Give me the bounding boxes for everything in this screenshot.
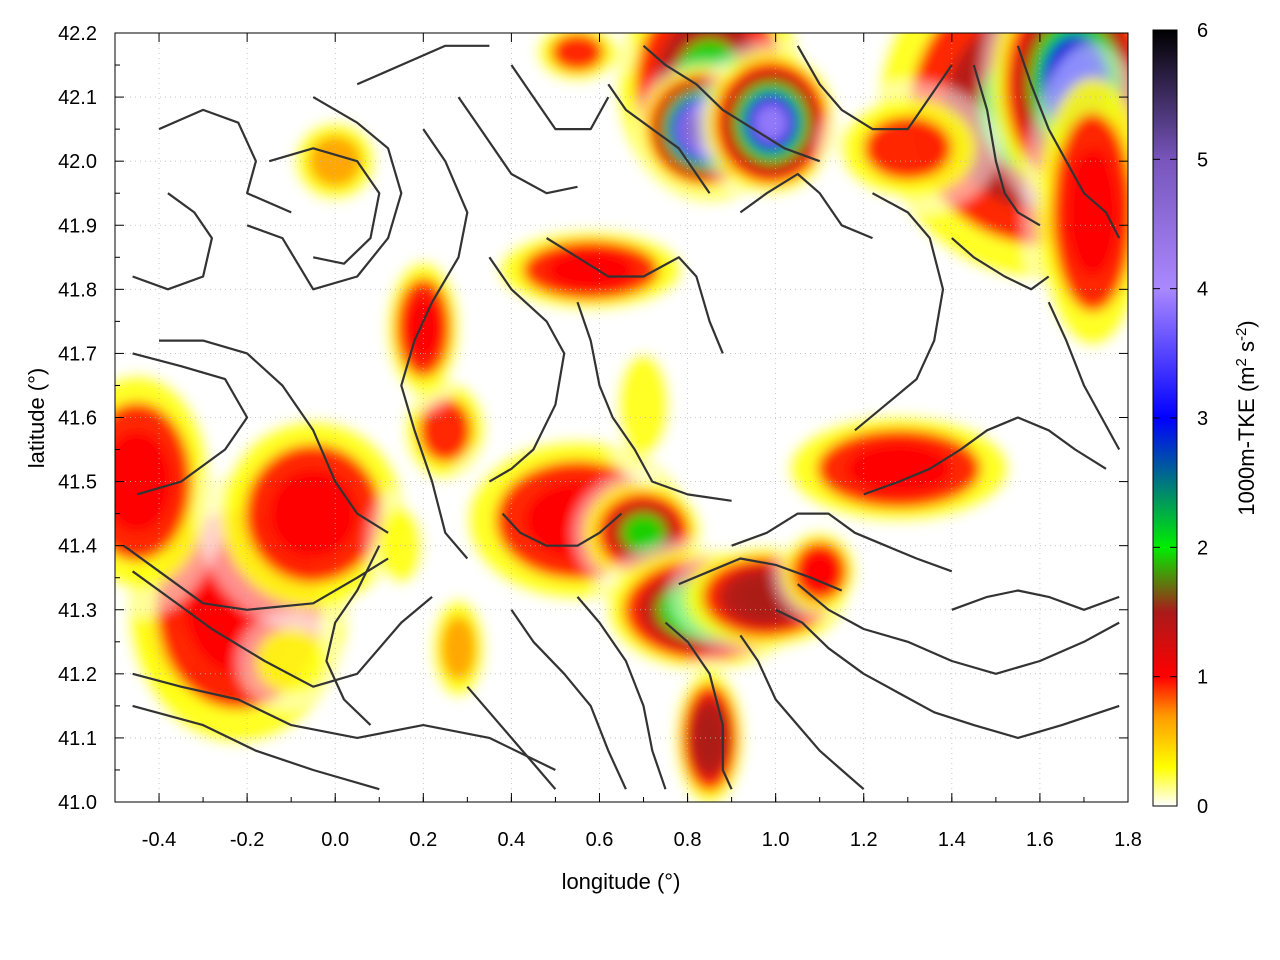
- y-tick-label-2: 41.2: [58, 664, 97, 686]
- colorbar-title: 1000m-TKE (m2 s-2): [1233, 320, 1260, 515]
- tke-blob-3-level-3: [115, 430, 173, 533]
- tke-blob-13-level-4: [696, 712, 723, 764]
- contour-line-8: [268, 147, 381, 265]
- tke-blob-8-level-4: [621, 513, 666, 553]
- x-tick-label-10: 1.6: [1026, 829, 1054, 851]
- contour-line-31: [775, 608, 1120, 739]
- contour-line-10: [356, 44, 490, 86]
- tke-blob-5-level-2: [418, 398, 472, 463]
- contour-line-16: [576, 301, 732, 502]
- contour-line-21: [854, 192, 945, 432]
- x-tick-label-11: 1.8: [1114, 829, 1142, 851]
- colorbar-tick-label-1: 1: [1197, 667, 1208, 689]
- y-tick-label-5: 41.5: [58, 472, 97, 494]
- y-tick-label-9: 41.9: [58, 215, 97, 237]
- tke-blob-17-level-6: [753, 103, 789, 142]
- x-tick-label-8: 1.2: [850, 829, 878, 851]
- contour-line-20: [796, 45, 953, 131]
- x-tick-label-9: 1.4: [938, 829, 966, 851]
- y-tick-label-4: 41.4: [58, 536, 97, 558]
- contour-line-2: [131, 570, 433, 688]
- contour-line-5: [159, 339, 389, 534]
- y-tick-label-0: 41.0: [58, 792, 97, 814]
- colorbar-tick-label-4: 4: [1197, 279, 1208, 301]
- orography-contours: [123, 44, 1121, 791]
- tke-blob-24-level-1: [617, 353, 670, 456]
- contour-line-14: [488, 256, 566, 483]
- tke-blob-23-level-2: [863, 116, 952, 181]
- contour-line-23: [1016, 45, 1121, 239]
- contour-line-3: [123, 544, 389, 611]
- contour-line-19: [739, 172, 873, 240]
- tke-blob-14-level-3: [846, 443, 952, 495]
- contour-line-18: [642, 44, 821, 163]
- colorbar-tick-label-0: 0: [1197, 796, 1208, 818]
- contour-line-33: [951, 589, 1120, 611]
- contour-line-11: [400, 128, 469, 560]
- colorbar-tick-label-3: 3: [1197, 408, 1208, 430]
- contour-line-22: [972, 64, 1041, 227]
- contour-line-35: [576, 596, 667, 790]
- colorbar-tick-label-6: 6: [1197, 20, 1208, 42]
- tke-blob-4-level-3: [269, 468, 358, 559]
- contour-line-24: [951, 237, 1050, 291]
- y-tick-label-11: 42.1: [58, 87, 97, 109]
- x-tick-label-1: -0.2: [230, 829, 264, 851]
- x-tick-label-7: 1.0: [762, 829, 790, 851]
- tke-blob-27-level-1: [255, 628, 327, 694]
- tke-blob-12-level-3: [802, 552, 838, 591]
- contour-line-26: [863, 416, 1107, 496]
- contour-line-27: [731, 512, 953, 573]
- colorbar-tick-label-5: 5: [1197, 149, 1208, 171]
- tke-blob-25-level-2: [440, 616, 477, 681]
- y-tick-label-6: 41.6: [58, 408, 97, 430]
- contour-line-1: [132, 704, 380, 791]
- contour-line-13: [510, 64, 610, 131]
- colorbar-tick-label-2: 2: [1197, 537, 1208, 559]
- y-tick-label-3: 41.3: [58, 600, 97, 622]
- contour-line-25: [1047, 301, 1121, 451]
- y-tick-label-10: 42.0: [58, 151, 97, 173]
- y-tick-label-12: 42.2: [58, 23, 97, 45]
- x-tick-label-4: 0.4: [497, 829, 525, 851]
- contour-line-37: [325, 545, 381, 726]
- contour-line-0: [132, 672, 556, 771]
- tke-blob-22-level-2: [551, 33, 604, 72]
- colorbar-ticks: 0 1 2 3 4 5 6: [1153, 20, 1208, 818]
- contour-line-15: [546, 237, 724, 354]
- contour-line-4: [132, 352, 249, 496]
- contour-line-32: [796, 583, 1120, 675]
- x-tick-label-5: 0.6: [586, 829, 614, 851]
- y-tick-label-1: 41.1: [58, 728, 97, 750]
- contour-line-28: [678, 557, 843, 592]
- contour-line-6: [132, 192, 213, 291]
- contour-line-7: [158, 108, 292, 214]
- x-axis-title: longitude (°): [562, 869, 681, 894]
- tke-blob-9-level-3: [546, 250, 635, 290]
- contour-line-29: [664, 621, 733, 790]
- contour-line-12: [457, 96, 578, 195]
- x-tick-label-6: 0.8: [674, 829, 702, 851]
- x-axis-ticks: -0.4 -0.2 0.0 0.2 0.4 0.6 0.8 1.0 1.2 1.4 1.6 1.8: [142, 33, 1142, 851]
- x-tick-label-3: 0.2: [409, 829, 437, 851]
- y-tick-label-7: 41.7: [58, 343, 97, 365]
- y-axis-ticks: 41.0 41.1 41.2 41.3 41.4 41.5 41.6 41.7 41.8 41.9…: [58, 23, 1128, 814]
- contour-line-9: [246, 96, 403, 291]
- y-tick-label-8: 41.8: [58, 279, 97, 301]
- tke-blob-20-level-3: [1066, 148, 1120, 277]
- contour-line-36: [466, 685, 557, 790]
- contour-line-34: [510, 609, 627, 790]
- contour-line-38: [501, 512, 623, 547]
- x-tick-label-0: -0.4: [142, 829, 176, 851]
- contour-line-17: [607, 83, 711, 194]
- contour-line-30: [739, 634, 865, 791]
- tke-blob-26-level-1: [379, 507, 424, 585]
- y-axis-title: latitude (°): [24, 368, 49, 469]
- x-tick-label-2: 0.0: [321, 829, 349, 851]
